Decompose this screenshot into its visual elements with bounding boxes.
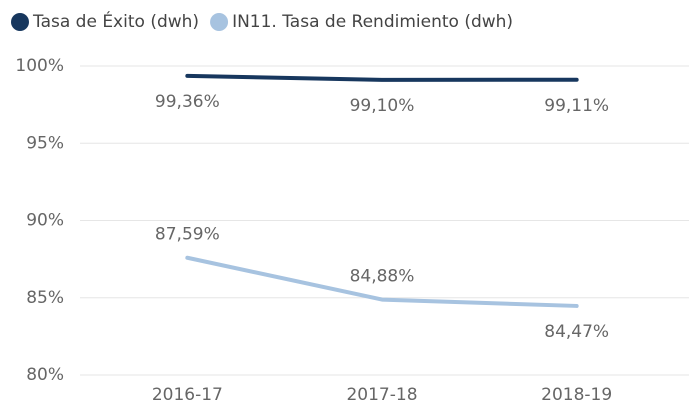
x-tick-label: 2017-18 bbox=[346, 385, 417, 405]
x-tick-label: 2018-19 bbox=[541, 385, 612, 405]
legend-marker bbox=[11, 13, 29, 31]
series-line bbox=[185, 73, 579, 82]
data-label: 99,36% bbox=[155, 92, 220, 112]
y-tick-label: 85% bbox=[26, 288, 64, 308]
legend-marker bbox=[210, 13, 229, 31]
data-label: 84,47% bbox=[544, 322, 609, 342]
data-label: 87,59% bbox=[155, 225, 220, 245]
data-label: 99,11% bbox=[544, 96, 609, 116]
legend-label: Tasa de Éxito (dwh) bbox=[32, 10, 199, 32]
legend-label: IN11. Tasa de Rendimiento (dwh) bbox=[232, 12, 513, 32]
y-tick-label: 100% bbox=[15, 56, 64, 76]
data-label: 84,88% bbox=[350, 267, 415, 287]
data-label: 99,10% bbox=[350, 96, 415, 116]
y-tick-label: 90% bbox=[26, 211, 64, 231]
series-line bbox=[185, 255, 579, 308]
x-tick-label: 2016-17 bbox=[152, 385, 223, 405]
y-tick-label: 80% bbox=[26, 365, 64, 385]
y-tick-label: 95% bbox=[26, 133, 64, 153]
